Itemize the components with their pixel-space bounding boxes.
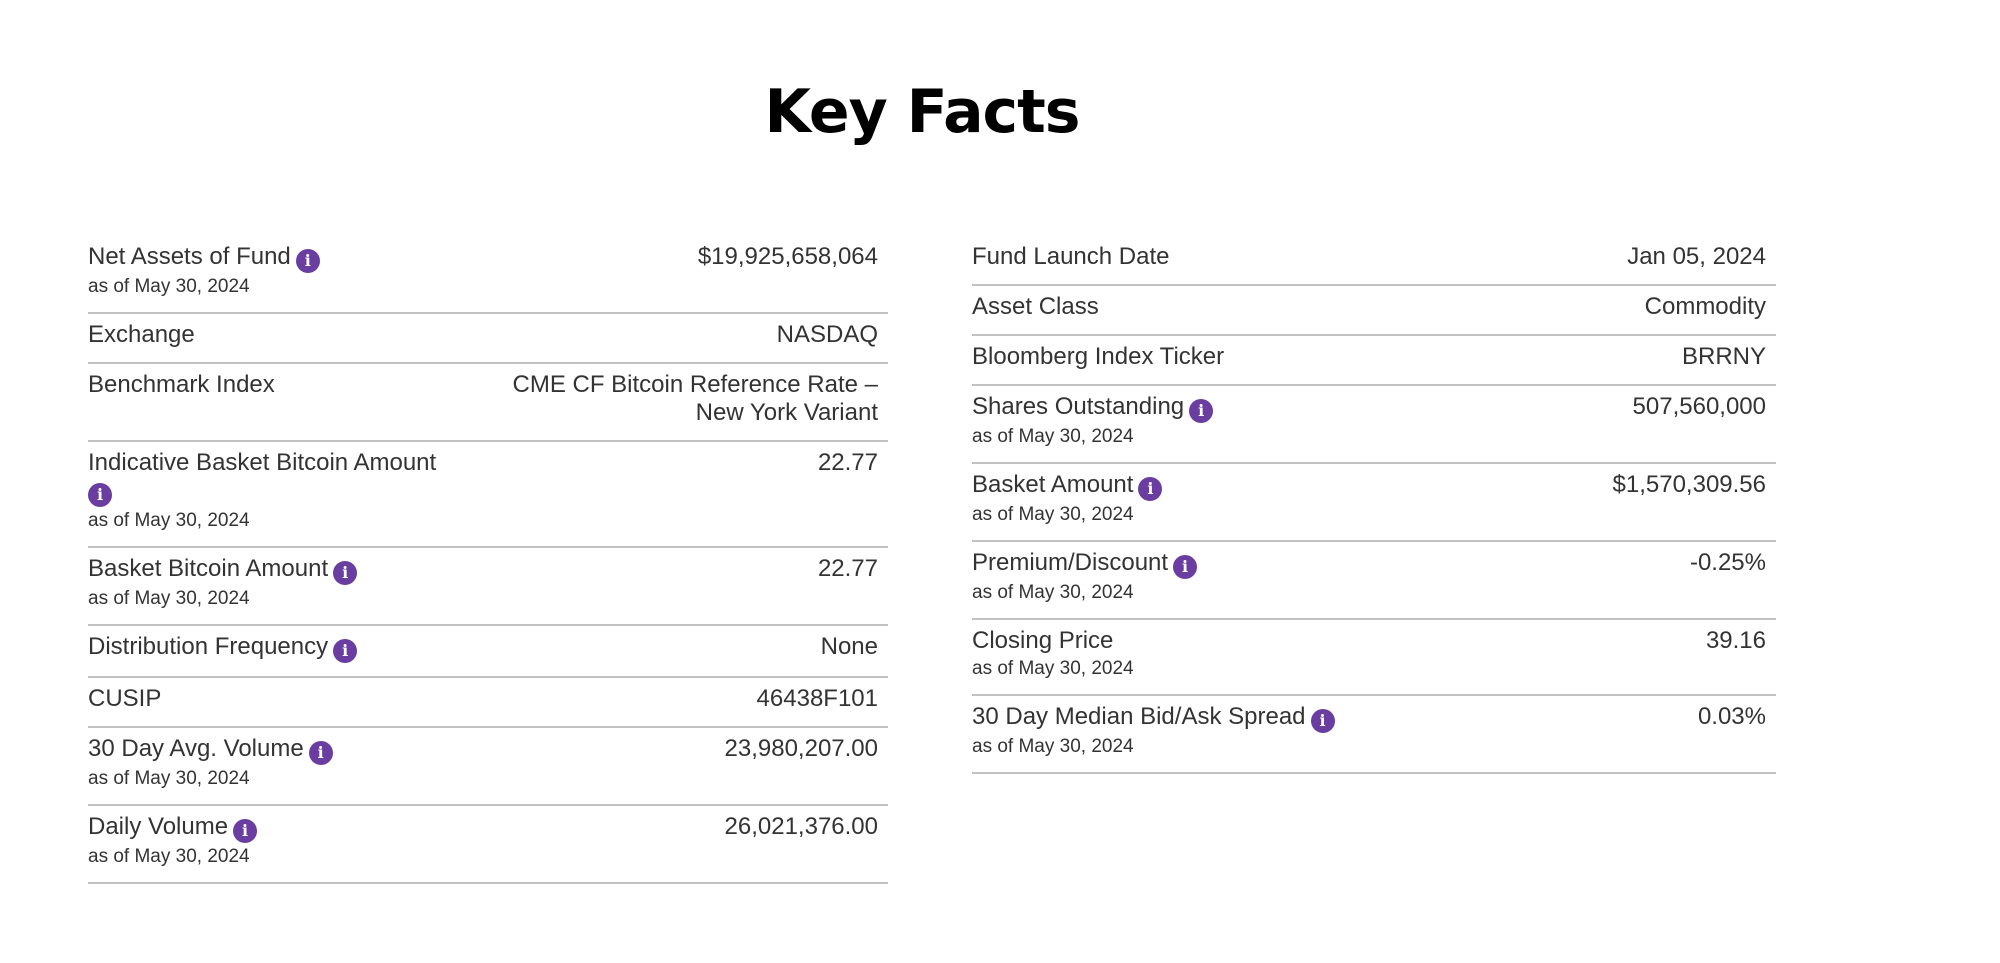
fact-value: 507,560,000 [1632, 393, 1766, 420]
fact-label: Bloomberg Index Ticker [972, 343, 1225, 370]
fact-label: Net Assets of Fund [88, 243, 291, 270]
fact-label: 30 Day Median Bid/Ask Spread [972, 703, 1306, 730]
fact-value: 22.77 [817, 449, 878, 476]
fact-label: Basket Bitcoin Amount [88, 555, 329, 582]
fact-value: -0.25% [1689, 549, 1766, 576]
as-of-date: as of May 30, 2024 [972, 658, 1134, 679]
info-icon[interactable]: i [333, 639, 358, 663]
fact-label: Asset Class [972, 293, 1099, 320]
fact-value: CME CF Bitcoin Reference Rate – New York… [512, 371, 878, 426]
fact-value: 22.77 [817, 555, 878, 582]
fact-value: Jan 05, 2024 [1627, 243, 1766, 270]
as-of-date: as of May 30, 2024 [88, 768, 250, 789]
as-of-date: as of May 30, 2024 [972, 504, 1134, 525]
fact-row-median-bid-ask-spread: 30 Day Median Bid/Ask Spread i as of May … [972, 696, 1776, 774]
fact-row-fund-launch-date: Fund Launch Date Jan 05, 2024 [972, 236, 1776, 286]
fact-row-asset-class: Asset Class Commodity [972, 286, 1776, 336]
fact-row-shares-outstanding: Shares Outstanding i as of May 30, 2024 5… [972, 386, 1776, 464]
as-of-date: as of May 30, 2024 [88, 510, 250, 531]
info-icon[interactable]: i [333, 561, 358, 585]
as-of-date: as of May 30, 2024 [972, 426, 1134, 447]
fact-label: Daily Volume [88, 813, 229, 840]
fact-label: Fund Launch Date [972, 243, 1170, 270]
fact-row-benchmark-index: Benchmark Index CME CF Bitcoin Reference… [88, 364, 888, 442]
fact-row-net-assets: Net Assets of Fund i as of May 30, 2024 $… [88, 236, 888, 314]
fact-row-indicative-basket-bitcoin: Indicative Basket Bitcoin Amount i as of … [88, 442, 888, 548]
fact-label: Distribution Frequency [88, 633, 329, 660]
fact-row-cusip: CUSIP 46438F101 [88, 678, 888, 728]
fact-label: Benchmark Index [88, 371, 275, 398]
fact-value: 39.16 [1705, 627, 1766, 654]
fact-row-exchange: Exchange NASDAQ [88, 314, 888, 364]
fact-value: $19,925,658,064 [697, 243, 878, 270]
info-icon[interactable]: i [1310, 709, 1335, 733]
info-icon[interactable]: i [1138, 477, 1163, 501]
fact-value: Commodity [1644, 293, 1766, 320]
fact-row-bloomberg-ticker: Bloomberg Index Ticker BRRNY [972, 336, 1776, 386]
info-icon[interactable]: i [308, 741, 333, 765]
fact-label: Basket Amount [972, 471, 1134, 498]
fact-value: 46438F101 [756, 685, 878, 712]
fact-label: Premium/Discount [972, 549, 1169, 576]
fact-row-premium-discount: Premium/Discount i as of May 30, 2024 -0.… [972, 542, 1776, 620]
fact-value: None [820, 633, 878, 660]
fact-value: 0.03% [1697, 703, 1766, 730]
fact-row-basket-amount: Basket Amount i as of May 30, 2024 $1,570… [972, 464, 1776, 542]
fact-label: Closing Price [972, 627, 1114, 654]
as-of-date: as of May 30, 2024 [88, 846, 250, 867]
as-of-date: as of May 30, 2024 [972, 582, 1134, 603]
as-of-date: as of May 30, 2024 [972, 736, 1134, 757]
as-of-date: as of May 30, 2024 [88, 276, 250, 297]
fact-row-basket-bitcoin: Basket Bitcoin Amount i as of May 30, 202… [88, 548, 888, 626]
fact-row-distribution-frequency: Distribution Frequency i None [88, 626, 888, 678]
fact-label: 30 Day Avg. Volume [88, 735, 304, 762]
key-facts-right-column: Fund Launch Date Jan 05, 2024 Asset Clas… [972, 236, 1776, 774]
fact-value: BRRNY [1681, 343, 1766, 370]
fact-value: 26,021,376.00 [724, 813, 878, 840]
fact-value: NASDAQ [776, 321, 878, 348]
info-icon[interactable]: i [1173, 555, 1198, 579]
as-of-date: as of May 30, 2024 [88, 588, 250, 609]
fact-label: Shares Outstanding [972, 393, 1185, 420]
fact-label: Indicative Basket Bitcoin Amount [88, 449, 437, 476]
info-icon[interactable]: i [1189, 399, 1214, 423]
fact-value: $1,570,309.56 [1612, 471, 1766, 498]
fact-label: CUSIP [88, 685, 162, 712]
info-icon[interactable]: i [233, 819, 258, 843]
key-facts-left-column: Net Assets of Fund i as of May 30, 2024 $… [88, 236, 888, 884]
info-icon[interactable]: i [295, 249, 320, 273]
info-icon[interactable]: i [88, 483, 112, 507]
fact-value: 23,980,207.00 [724, 735, 878, 762]
page-title: Key Facts [764, 77, 1080, 147]
fact-row-30-day-avg-volume: 30 Day Avg. Volume i as of May 30, 2024 2… [88, 728, 888, 806]
fact-label: Exchange [88, 321, 195, 348]
fact-row-daily-volume: Daily Volume i as of May 30, 2024 26,021,… [88, 806, 888, 884]
fact-row-closing-price: Closing Price as of May 30, 2024 39.16 [972, 620, 1776, 696]
